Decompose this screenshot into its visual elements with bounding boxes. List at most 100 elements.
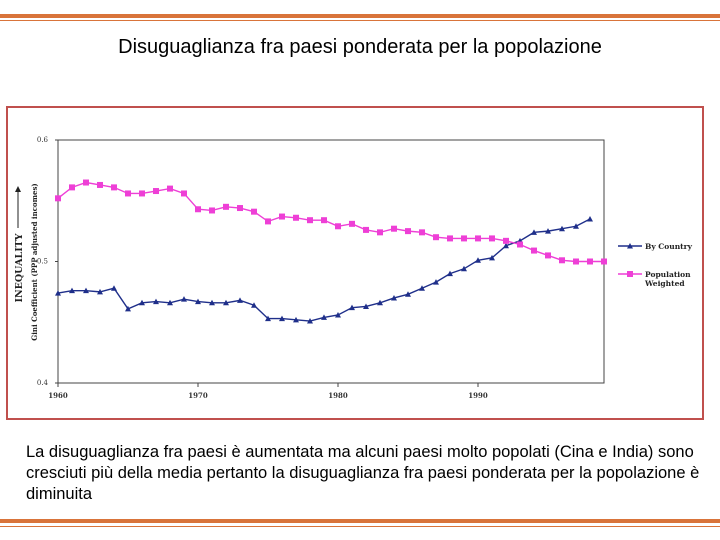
data-point bbox=[97, 288, 103, 295]
series-line bbox=[57, 218, 591, 322]
x-tick-label: 1990 bbox=[468, 391, 488, 400]
plot-area-border bbox=[57, 139, 605, 384]
data-point bbox=[97, 181, 103, 188]
data-point bbox=[475, 235, 481, 242]
data-point bbox=[573, 223, 579, 229]
data-point bbox=[209, 299, 215, 306]
data-point bbox=[405, 291, 411, 297]
data-point bbox=[321, 217, 327, 224]
data-point bbox=[531, 229, 537, 235]
series-population-weighted bbox=[55, 179, 607, 265]
data-point bbox=[69, 287, 75, 294]
legend-label: Population bbox=[645, 270, 691, 279]
inequality-arrow-head bbox=[15, 186, 21, 192]
slide-caption: La disuguaglianza fra paesi è aumentata … bbox=[26, 443, 700, 503]
data-point bbox=[195, 298, 201, 305]
data-point bbox=[447, 270, 453, 277]
data-point bbox=[83, 179, 89, 186]
data-point bbox=[111, 285, 117, 291]
x-tick-label: 1980 bbox=[328, 391, 348, 400]
data-point bbox=[195, 206, 201, 213]
legend-label: Weighted bbox=[644, 279, 685, 288]
data-point bbox=[405, 228, 411, 235]
data-point bbox=[251, 208, 257, 215]
data-point bbox=[433, 234, 439, 241]
data-point bbox=[531, 247, 537, 254]
data-point bbox=[503, 242, 509, 249]
data-point bbox=[167, 299, 173, 306]
series-by-country bbox=[55, 215, 593, 324]
data-point bbox=[279, 315, 285, 322]
data-point bbox=[601, 258, 607, 265]
data-point bbox=[559, 257, 565, 264]
data-point bbox=[363, 303, 369, 309]
data-point bbox=[251, 302, 257, 308]
data-point bbox=[475, 257, 481, 263]
data-point bbox=[279, 213, 285, 220]
data-point bbox=[55, 195, 61, 202]
data-point bbox=[503, 237, 509, 244]
data-point bbox=[391, 294, 397, 301]
data-point bbox=[83, 287, 89, 294]
bottom-accent-rule-thin bbox=[0, 526, 720, 527]
data-point bbox=[265, 315, 271, 322]
data-point bbox=[223, 203, 229, 210]
y-axis-subtitle: Gini Coefficient (PPP adjusted incomes) bbox=[30, 183, 39, 340]
top-rule-gap bbox=[0, 18, 135, 20]
data-point bbox=[237, 205, 243, 212]
data-point bbox=[349, 220, 355, 227]
legend-marker bbox=[627, 243, 633, 249]
data-point bbox=[391, 225, 397, 232]
data-point bbox=[55, 290, 61, 296]
data-point bbox=[363, 226, 369, 233]
data-point bbox=[153, 298, 159, 305]
data-point bbox=[265, 218, 271, 225]
data-point bbox=[167, 185, 173, 192]
legend-marker bbox=[627, 271, 633, 277]
data-point bbox=[587, 258, 593, 265]
x-tick-label: 1960 bbox=[48, 391, 68, 400]
data-point bbox=[125, 190, 131, 197]
data-point bbox=[461, 265, 467, 272]
data-point bbox=[349, 304, 355, 311]
data-point bbox=[335, 223, 341, 230]
bottom-accent-rule bbox=[0, 519, 720, 523]
data-point bbox=[139, 190, 145, 197]
data-point bbox=[125, 305, 131, 312]
top-accent-rule-thin bbox=[0, 20, 720, 21]
data-point bbox=[419, 229, 425, 236]
data-point bbox=[223, 299, 229, 306]
data-point bbox=[307, 217, 313, 224]
y-tick-label: 0.5 bbox=[37, 258, 48, 266]
data-point bbox=[489, 235, 495, 242]
data-point bbox=[181, 190, 187, 197]
data-point bbox=[181, 296, 187, 302]
data-point bbox=[461, 235, 467, 242]
data-point bbox=[293, 316, 299, 323]
data-point bbox=[573, 258, 579, 265]
series-line bbox=[57, 181, 604, 263]
data-point bbox=[293, 214, 299, 221]
top-accent-rule bbox=[0, 14, 720, 18]
data-point bbox=[517, 241, 523, 248]
data-point bbox=[69, 184, 75, 191]
data-point bbox=[153, 188, 159, 195]
data-point bbox=[307, 318, 313, 324]
y-tick-label: 0.4 bbox=[37, 379, 49, 387]
slide-title: Disuguaglianza fra paesi ponderata per l… bbox=[118, 36, 602, 58]
data-point bbox=[321, 314, 327, 320]
data-point bbox=[447, 235, 453, 242]
data-point bbox=[419, 285, 425, 291]
y-axis-title: INEQUALITY bbox=[14, 233, 25, 302]
data-point bbox=[489, 254, 495, 261]
x-tick-label: 1970 bbox=[188, 391, 208, 400]
data-point bbox=[209, 207, 215, 214]
legend-label: By Country bbox=[645, 242, 693, 251]
data-point bbox=[335, 311, 341, 318]
data-point bbox=[545, 228, 551, 234]
y-tick-label: 0.6 bbox=[37, 136, 49, 144]
data-point bbox=[587, 215, 593, 222]
data-point bbox=[139, 299, 145, 306]
data-point bbox=[433, 279, 439, 285]
